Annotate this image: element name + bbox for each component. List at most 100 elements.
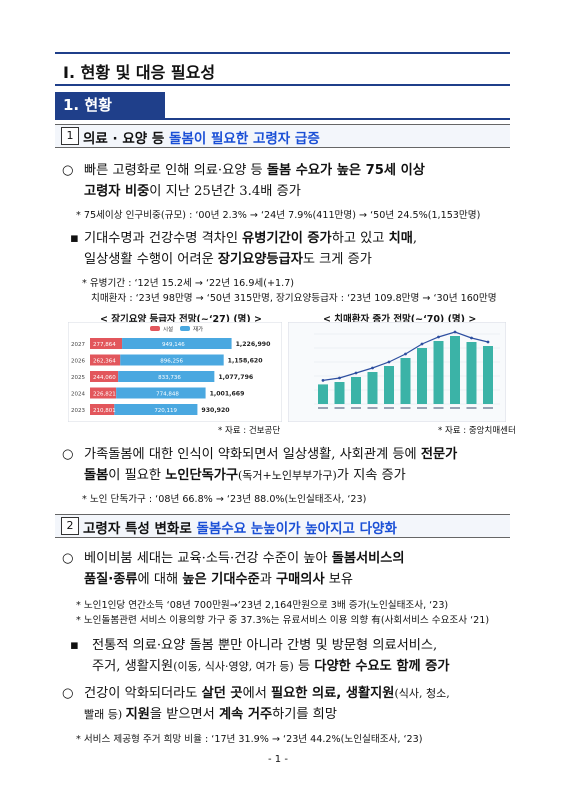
- bullet-square: ▪: [70, 638, 79, 653]
- total-label: 1,158,620: [228, 358, 264, 365]
- x-tick-label: [417, 407, 427, 409]
- bar: [334, 382, 345, 404]
- legend-swatch: [150, 326, 160, 331]
- bullet-circle: ○: [62, 447, 74, 462]
- note-2b: 치매환자 : ‘23년 98만명 → ‘50년 315만명, 장기요양등급자 :…: [91, 293, 497, 304]
- section-title: 1. 현황: [55, 92, 165, 118]
- note-6: * 서비스 제공형 주거 희망 비율 : ‘17년 31.9% → ‘23년 4…: [76, 734, 423, 745]
- subheading-1: 1 의료 · 요양 등 돌봄이 필요한 고령자 급증: [55, 124, 510, 148]
- bullet-square: ▪: [70, 231, 79, 246]
- bar: [318, 384, 328, 404]
- bar-segment: [120, 354, 224, 366]
- paragraph-3-line-1: 가족돌봄에 대한 인식이 약화되면서 일상생활, 사회관계 등에 전문가: [84, 447, 458, 462]
- line-point: [371, 366, 374, 370]
- note-3: * 노인 단독가구 : ‘08년 66.8% → ‘23년 88.0%(노인실태…: [82, 494, 367, 505]
- paragraph-4-line-1: 베이비붐 세대는 교육·소득·건강 수준이 높아 돌봄서비스의: [84, 551, 405, 566]
- bullet-circle: ○: [62, 686, 74, 701]
- category-label: 2024: [71, 392, 85, 398]
- note-1: * 75세이상 인구비중(규모) : ‘00년 2.3% → ‘24년 7.9%…: [76, 210, 481, 221]
- legend-swatch: [180, 326, 190, 331]
- bar-segment: [116, 387, 206, 399]
- line-point: [486, 340, 490, 344]
- note-4b: * 노인돌봄관련 서비스 이용의향 가구 중 37.3%는 유료서비스 이용 의…: [76, 615, 490, 626]
- chart-1-source: * 자료 : 건보공단: [218, 426, 281, 436]
- bar: [351, 377, 361, 404]
- bar: [450, 336, 460, 404]
- bar: [483, 346, 493, 404]
- bar-segment: [90, 354, 121, 366]
- bar: [384, 366, 394, 404]
- paragraph-2-line-1: 기대수명과 건강수명 격차인 유병기간이 증가하고 있고 치매,: [84, 231, 418, 246]
- category-label: 2025: [71, 375, 85, 381]
- section-divider: [55, 118, 510, 120]
- legend-label: 시설: [163, 325, 173, 333]
- subheading-2: 2 고령자 특성 변화로 돌봄수요 눈높이가 높아지고 다양화: [55, 514, 510, 538]
- x-tick-label: [334, 407, 345, 409]
- line-point: [354, 371, 358, 375]
- bar-segment: [90, 404, 115, 415]
- line-point: [321, 379, 325, 382]
- paragraph-2-line-2: 일상생활 수행이 어려운 장기요양등급자도 크게 증가: [84, 252, 372, 267]
- x-tick-label: [466, 407, 477, 409]
- bar: [400, 358, 411, 404]
- subheading-text: 고령자 특성 변화로 돌봄수요 눈높이가 높아지고 다양화: [83, 521, 397, 537]
- data-label: 277,864: [93, 342, 116, 348]
- total-label: 1,226,990: [236, 341, 272, 348]
- paragraph-1-line-1: 빠른 고령화로 인해 의료·요양 등 돌봄 수요가 높은 75세 이상: [84, 163, 425, 178]
- category-label: 2023: [71, 408, 85, 414]
- bullet-circle: ○: [62, 551, 74, 566]
- paragraph-6-line-2: 빨래 등) 지원을 받으면서 계속 거주하기를 희망: [84, 707, 337, 722]
- note-2a: * 유병기간 : ‘12년 15.2세 → ‘22년 16.9세(+1.7): [82, 278, 295, 289]
- bar-segment: [90, 387, 117, 399]
- chart-2-source: * 자료 : 중앙치매센터: [438, 426, 516, 436]
- bar-segment: [118, 371, 215, 382]
- data-label: 226,821: [93, 392, 116, 398]
- subheading-number: 2: [61, 517, 79, 535]
- line-point: [437, 335, 440, 339]
- paragraph-3-line-2: 돌봄이 필요한 노인단독가구(독거+노인부부가구)가 지속 증가: [84, 468, 406, 483]
- x-tick-label: [483, 407, 493, 409]
- category-label: 2026: [71, 359, 85, 365]
- bar-segment: [90, 338, 123, 349]
- data-label: 262,364: [93, 359, 116, 365]
- data-label: 949,146: [162, 342, 185, 348]
- x-tick-label: [351, 407, 361, 409]
- x-tick-label: [450, 407, 460, 409]
- line-point: [404, 352, 407, 356]
- chapter-title: Ⅰ. 현황 및 대응 필요성: [63, 63, 216, 82]
- long-term-care-chart: 시설 재가 2027 277,864 949,146 1,226,990 2026 262,…: [68, 322, 282, 422]
- bar-segment: [114, 404, 198, 415]
- data-label: 896,256: [160, 359, 183, 365]
- line-point: [470, 336, 473, 340]
- data-label: 774,848: [156, 392, 179, 398]
- chart-1-title: < 장기요양 등급자 전망(~‘27) (명) >: [100, 314, 263, 325]
- data-label: 210,801: [93, 408, 116, 414]
- paragraph-1-line-2: 고령자 비중이 지난 25년간 3.4배 증가: [84, 184, 301, 199]
- chart-2-title: < 치매환자 증가 전망(~‘70) (명) >: [323, 314, 477, 325]
- bar: [466, 342, 477, 404]
- paragraph-5-line-1: 전통적 의료·요양 돌봄 뿐만 아니라 간병 및 방문형 의료서비스,: [92, 638, 438, 653]
- x-tick-label: [367, 407, 378, 409]
- x-tick-label: [318, 407, 328, 409]
- paragraph-6-line-1: 건강이 악화되더라도 살던 곳에서 필요한 의료, 생활지원(식사, 청소,: [84, 686, 450, 701]
- data-label: 833,736: [158, 375, 181, 381]
- total-label: 930,920: [201, 407, 230, 414]
- bar: [417, 348, 427, 404]
- category-label: 2027: [71, 342, 85, 348]
- page-number: - 1 -: [268, 754, 288, 765]
- bar: [433, 341, 444, 404]
- x-tick-label: [384, 407, 394, 409]
- line-point: [387, 360, 391, 364]
- subheading-number: 1: [61, 127, 79, 145]
- paragraph-5-line-2: 주거, 생활지원(이동, 식사·영양, 여가 등) 등 다양한 수요도 함께 증…: [92, 659, 450, 674]
- dementia-chart: [288, 322, 506, 422]
- data-label: 244,060: [93, 375, 116, 381]
- bar-segment: [90, 371, 119, 382]
- x-tick-label: [400, 407, 411, 409]
- chapter-heading: Ⅰ. 현황 및 대응 필요성: [55, 52, 510, 86]
- note-4a: * 노인1인당 연간소득 ‘08년 700만원→‘23년 2,164만원으로 3…: [76, 600, 449, 611]
- line-point: [420, 342, 424, 346]
- total-label: 1,077,796: [218, 374, 253, 381]
- paragraph-4-line-2: 품질·종류에 대해 높은 기대수준과 구매의사 보유: [84, 572, 354, 587]
- line-point: [338, 376, 341, 380]
